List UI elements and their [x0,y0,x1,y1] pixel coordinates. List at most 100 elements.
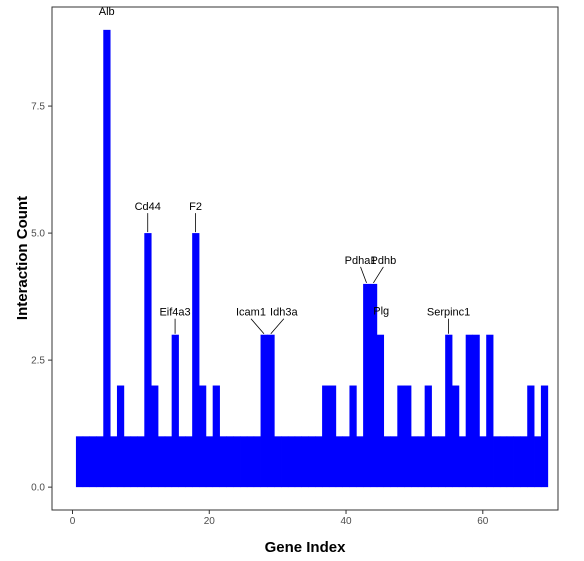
bar [472,334,480,488]
bar [452,385,460,488]
bar [534,436,542,488]
bar [157,436,166,488]
bar [82,436,91,488]
bar [89,436,97,488]
y-axis-title: Interaction Count [14,196,31,320]
bar [110,436,118,488]
bar [287,436,296,488]
bar [397,385,405,488]
bar [479,436,487,488]
bar [178,436,186,488]
y-axis-ticks: 0.0 2.5 5.0 7.5 [31,102,52,494]
bar [322,385,330,488]
bar [240,436,248,488]
bar [103,29,111,488]
bar [130,436,138,488]
annotation-leader-line [270,318,285,334]
bar [458,436,467,488]
y-tick-label: 5.0 [31,229,45,240]
bar [294,436,302,488]
bar [199,385,207,488]
bar [445,334,453,488]
bar [520,436,528,488]
bar [205,436,214,488]
bar [328,385,337,488]
bar [315,436,323,488]
x-axis-ticks: 0 20 40 60 [70,510,489,527]
bar [540,385,549,488]
bar [171,334,179,488]
bar [335,436,344,488]
annotation-label: Icam1 [236,307,266,319]
bar [267,334,275,488]
annotation-label: Serpinc1 [427,307,470,319]
bar [438,436,446,488]
annotation-leader-line [360,266,367,284]
bar [219,436,227,488]
annotation-label: Alb [99,6,115,18]
bar [281,436,289,488]
bar [144,233,152,488]
bar [308,436,316,488]
bars-layer [75,29,549,488]
x-tick-label: 20 [204,516,216,527]
x-tick-label: 40 [340,516,352,527]
bar [376,334,385,488]
bar [137,436,145,488]
bar [527,385,535,488]
bar [246,436,255,488]
bar [116,385,125,488]
bar [465,334,473,488]
bar [123,436,132,488]
bar [253,436,261,488]
bar [151,385,159,488]
bar [185,436,193,488]
bar [274,436,282,488]
bar [493,436,501,488]
annotation-leader-line [373,266,384,284]
bar [390,436,398,488]
bar [164,436,173,488]
bar [499,436,508,488]
annotation-label: F2 [189,201,202,213]
bar [431,436,439,488]
bar [212,385,220,488]
bar [75,436,84,488]
bar [410,436,419,488]
bar [96,436,104,488]
bar [513,436,521,488]
bar [506,436,514,488]
bar [424,385,432,488]
panel-border [51,6,559,511]
annotation-label: Idh3a [270,307,298,319]
bar [356,436,364,488]
bar [486,334,494,488]
annotation-label: Cd44 [135,201,161,213]
y-tick-label: 0.0 [31,483,45,494]
bar [233,436,241,488]
y-tick-label: 2.5 [31,356,45,367]
bar [301,436,309,488]
bar [342,436,350,488]
bar [260,334,268,488]
x-tick-label: 0 [70,516,76,527]
y-tick-label: 7.5 [31,102,45,113]
bar [417,436,426,488]
bar [226,436,234,488]
annotation-label: Pdhb [371,255,397,267]
annotation-leader-line [250,318,265,334]
annotation-label: Pdha1 [345,255,377,267]
annotation-label: Plg [373,306,389,318]
bar [383,436,391,488]
annotation-label: Eif4a3 [159,307,190,319]
x-tick-label: 60 [477,516,489,527]
bar [349,385,357,488]
bar [192,233,200,488]
bar [363,283,371,488]
x-axis-title: Gene Index [265,539,347,556]
bar [369,283,378,488]
bar [404,385,412,488]
